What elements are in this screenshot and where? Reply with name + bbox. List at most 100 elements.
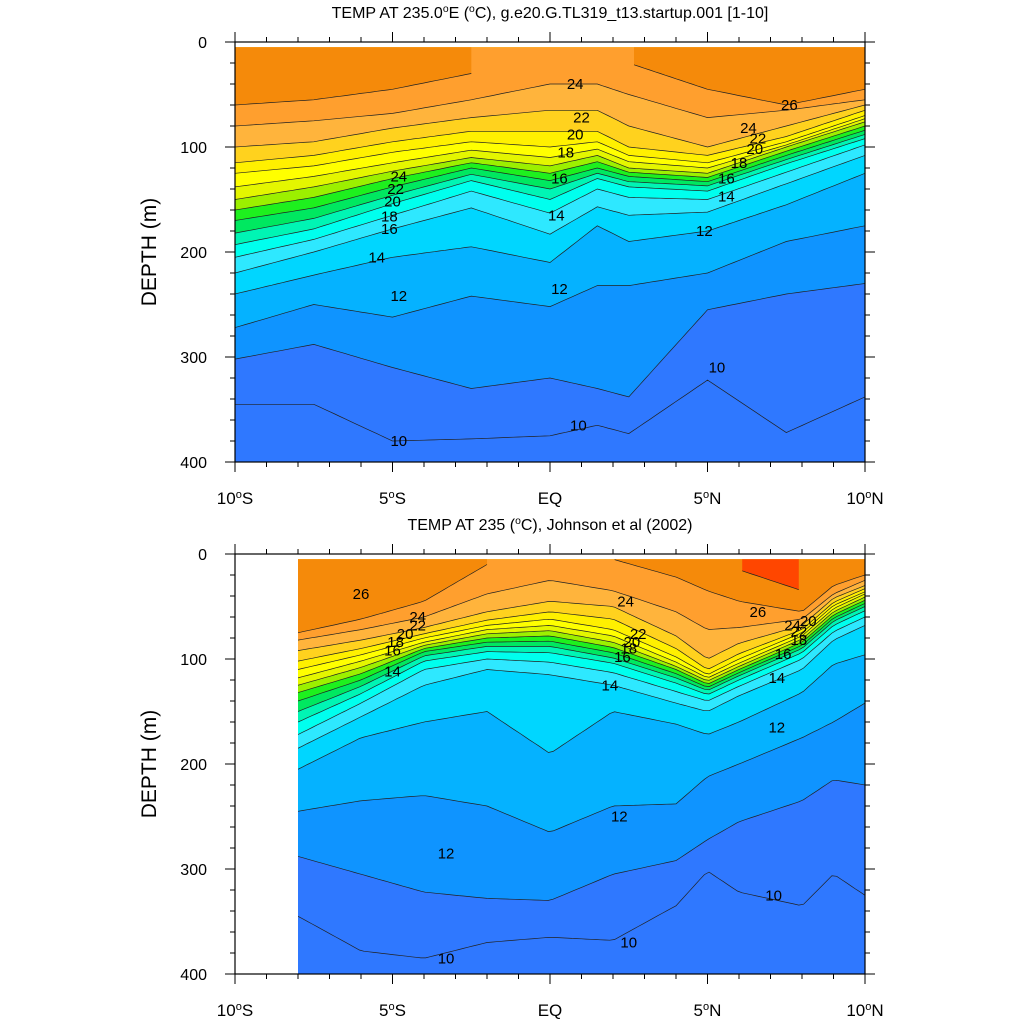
contour-label: 16 — [551, 171, 568, 188]
contour-label: 12 — [438, 845, 455, 862]
contour-label: 20 — [397, 626, 414, 643]
contour-label: 18 — [557, 144, 574, 161]
isotherm-15 — [235, 144, 865, 258]
contour-band-27 — [742, 559, 799, 590]
isotherm-19 — [298, 599, 865, 693]
isotherm-19 — [235, 125, 865, 211]
isotherm-17 — [298, 606, 865, 712]
isotherm-13 — [235, 172, 865, 295]
contour-label: 20 — [800, 613, 817, 630]
chart-title: TEMP AT 235 (oC), Johnson et al (2002) — [407, 516, 692, 534]
x-tick-label: 5oN — [694, 489, 722, 508]
contour-label: 14 — [368, 249, 385, 266]
contour-label: 14 — [768, 670, 785, 687]
y-tick-label: 200 — [180, 757, 207, 774]
contour-label: 10 — [620, 935, 637, 952]
contour-label: 10 — [709, 360, 726, 377]
contour-label: 18 — [620, 641, 637, 658]
contour-band-26 — [235, 47, 472, 105]
x-tick-label: EQ — [538, 1001, 563, 1020]
contour-label: 22 — [750, 131, 767, 148]
isotherm-24 — [298, 585, 865, 659]
contour-band-26 — [634, 47, 865, 105]
y-tick-label: 200 — [180, 245, 207, 262]
isotherm-22 — [298, 591, 865, 675]
contour-label: 14 — [384, 664, 401, 681]
contour-label: 10 — [765, 887, 782, 904]
contour-label: 16 — [384, 643, 401, 660]
y-tick-label: 400 — [180, 967, 207, 984]
isotherm-23 — [298, 588, 865, 670]
contour-label: 24 — [567, 76, 584, 93]
contour-label: 16 — [381, 221, 398, 238]
y-tick-label: 0 — [198, 547, 207, 564]
contour-label: 24 — [390, 168, 407, 185]
contour-label: 16 — [775, 646, 792, 663]
isotherm-11 — [298, 779, 865, 901]
y-axis-label: DEPTH (m) — [138, 710, 161, 819]
isotherm-16 — [235, 138, 865, 246]
isotherm-25 — [298, 579, 865, 641]
y-tick-label: 400 — [180, 455, 207, 472]
isotherm-21 — [298, 593, 865, 679]
isotherm-26 — [298, 564, 488, 634]
contour-label: 12 — [551, 281, 568, 298]
contour-label: 12 — [696, 223, 713, 240]
isotherm-26 — [633, 64, 865, 106]
isotherm-24 — [235, 104, 865, 148]
contour-label: 26 — [353, 586, 370, 603]
contour-label: 20 — [384, 194, 401, 211]
isotherm-25 — [235, 83, 865, 127]
x-tick-label: 5oN — [694, 1001, 722, 1020]
y-tick-label: 100 — [180, 140, 207, 157]
isotherm-11 — [235, 283, 865, 398]
x-tick-label: EQ — [538, 489, 563, 508]
contour-label: 26 — [781, 97, 798, 114]
isotherm-18 — [235, 129, 865, 221]
contour-band-26 — [614, 559, 865, 612]
isotherm-27 — [742, 570, 799, 591]
isotherm-18 — [298, 603, 865, 702]
contour-label: 10 — [438, 950, 455, 967]
isotherm-16 — [298, 610, 865, 723]
x-tick-label: 10oS — [217, 1001, 253, 1020]
contour-label: 18 — [731, 155, 748, 172]
contour-fills — [298, 559, 865, 974]
x-tick-label: 10oS — [217, 489, 253, 508]
contour-label: 26 — [750, 604, 767, 621]
contour-label: 12 — [768, 719, 785, 736]
contour-label: 20 — [624, 634, 641, 651]
contour-band-26 — [298, 559, 487, 633]
contour-label: 24 — [740, 120, 757, 137]
isotherm-26 — [614, 559, 865, 612]
x-tick-label: 5oS — [379, 489, 406, 508]
contour-label: 10 — [570, 417, 587, 434]
x-tick-label: 10oN — [846, 1001, 883, 1020]
isotherm-14 — [235, 155, 865, 274]
y-tick-label: 300 — [180, 862, 207, 879]
isotherm-15 — [298, 616, 865, 735]
isotherm-21 — [235, 118, 865, 188]
contour-label: 22 — [791, 624, 808, 641]
chart-panel-2: 2624222018161412102422201816141210262422… — [138, 516, 884, 1020]
contour-label: 16 — [614, 649, 631, 666]
y-tick-label: 300 — [180, 350, 207, 367]
contour-label: 22 — [387, 181, 404, 198]
isotherm-14 — [298, 625, 865, 749]
x-tick-label: 5oS — [379, 1001, 406, 1020]
contour-label: 14 — [718, 188, 735, 205]
contour-label: 12 — [390, 288, 407, 305]
isotherm-12 — [298, 702, 865, 832]
y-tick-label: 100 — [180, 652, 207, 669]
contour-label: 20 — [567, 126, 584, 143]
contour-fills — [235, 47, 865, 462]
isotherm-22 — [235, 115, 865, 174]
contour-label: 12 — [611, 809, 628, 826]
contour-label: 10 — [390, 433, 407, 450]
isotherm-12 — [235, 225, 865, 328]
chart-title: TEMP AT 235.0oE (oC), g.e20.G.TL319_t13.… — [332, 4, 769, 22]
contour-label: 18 — [791, 632, 808, 649]
contour-label: 18 — [387, 634, 404, 651]
contour-label: 22 — [573, 110, 590, 127]
